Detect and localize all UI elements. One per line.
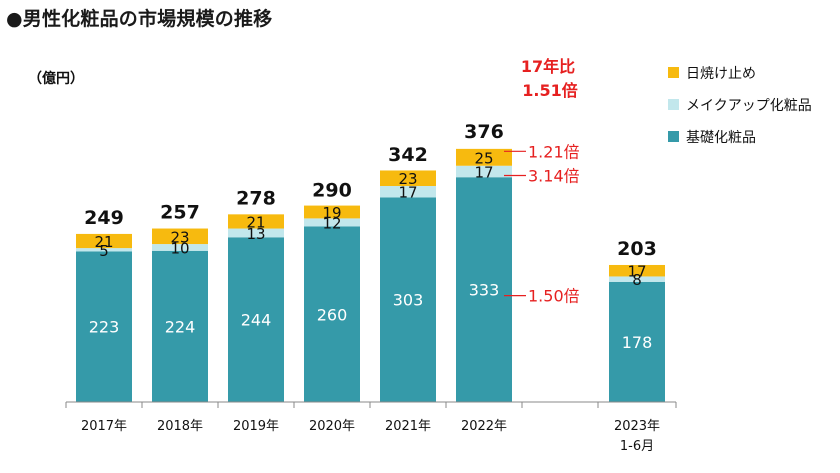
data-label-sunscreen-5: 25	[474, 149, 493, 167]
data-label-base-2: 244	[241, 311, 272, 330]
legend-label-0: 日焼け止め	[686, 66, 756, 82]
data-label-base-7: 178	[622, 333, 653, 352]
x-tick-label-2-0: 2019年	[233, 419, 279, 434]
legend-label-1: メイクアップ化粧品	[686, 98, 812, 114]
x-tick-label-5-0: 2022年	[461, 419, 507, 434]
data-label-sunscreen-4: 23	[398, 170, 417, 188]
bar-makeup-7	[609, 276, 665, 282]
bar-makeup-2	[228, 228, 284, 238]
legend-swatch-2	[668, 131, 679, 142]
total-label-0: 249	[84, 207, 124, 229]
total-label-7: 203	[617, 238, 657, 260]
bar-sunscreen-0	[76, 233, 132, 249]
bar-base-4	[380, 197, 436, 402]
legend-swatch-1	[668, 99, 679, 110]
unit-label: （億円）	[28, 71, 84, 87]
total-label-1: 257	[160, 202, 200, 224]
data-label-makeup-2: 13	[246, 225, 265, 243]
bar-base-7	[609, 281, 665, 402]
data-label-sunscreen-7: 17	[627, 263, 646, 281]
annotation-headline-2: 1.51倍	[522, 81, 577, 100]
bar-sunscreen-3	[304, 205, 360, 219]
data-label-base-4: 303	[393, 291, 424, 310]
x-tick-label-0-0: 2017年	[81, 419, 127, 434]
data-label-makeup-3: 12	[322, 214, 341, 232]
bar-makeup-4	[380, 186, 436, 198]
total-label-3: 290	[312, 179, 352, 201]
data-label-base-5: 333	[469, 281, 500, 300]
x-tick-label-1-0: 2018年	[157, 419, 203, 434]
x-tick-label-3-0: 2020年	[309, 419, 355, 434]
data-label-makeup-0: 5	[99, 242, 109, 260]
bar-base-5	[456, 177, 512, 402]
total-label-5: 376	[464, 121, 504, 143]
bar-sunscreen-4	[380, 170, 436, 186]
data-label-makeup-1: 10	[170, 239, 189, 257]
data-label-sunscreen-0: 21	[94, 233, 113, 251]
bar-sunscreen-7	[609, 264, 665, 277]
bar-sunscreen-2	[228, 214, 284, 229]
annotation-headline-1: 17年比	[521, 57, 575, 76]
data-label-makeup-4: 17	[398, 184, 417, 202]
x-tick-label-7-0: 2023年	[614, 419, 660, 434]
bar-base-0	[76, 251, 132, 402]
annotation-ratio-base: 1.50倍	[528, 287, 580, 306]
data-label-base-1: 224	[165, 317, 196, 336]
annotation-ratio-makeup: 3.14倍	[528, 166, 580, 185]
bar-makeup-3	[304, 218, 360, 227]
data-label-base-0: 223	[89, 318, 120, 337]
annotation-ratio-sunscreen: 1.21倍	[528, 142, 580, 161]
legend-label-2: 基礎化粧品	[686, 129, 756, 146]
data-label-base-3: 260	[317, 305, 348, 324]
page-title: ●男性化粧品の市場規模の推移	[6, 8, 273, 30]
bar-sunscreen-1	[152, 228, 208, 245]
data-label-sunscreen-1: 23	[170, 228, 189, 246]
x-tick-label-7-1: 1-6月	[620, 439, 654, 454]
data-label-sunscreen-3: 19	[322, 204, 341, 222]
data-label-makeup-5: 17	[474, 163, 493, 181]
bar-sunscreen-5	[456, 148, 512, 166]
legend-swatch-0	[668, 67, 679, 78]
x-tick-label-4-0: 2021年	[385, 419, 431, 434]
bar-base-2	[228, 237, 284, 402]
total-label-4: 342	[388, 144, 428, 166]
total-label-2: 278	[236, 187, 276, 209]
bar-base-3	[304, 226, 360, 402]
bar-makeup-5	[456, 165, 512, 178]
data-label-sunscreen-2: 21	[246, 213, 265, 231]
data-label-makeup-7: 8	[632, 271, 642, 289]
bar-base-1	[152, 250, 208, 402]
bar-makeup-0	[76, 248, 132, 252]
bar-makeup-1	[152, 244, 208, 251]
